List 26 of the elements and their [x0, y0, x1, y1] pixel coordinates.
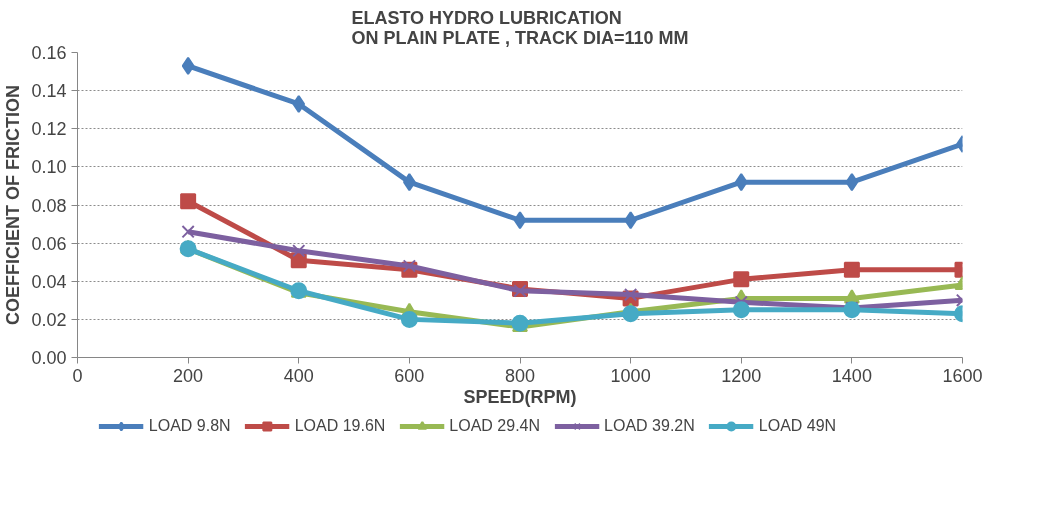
y-axis-title: COEFFICIENT OF FRICTION	[3, 84, 24, 325]
legend-label: LOAD 19.6N	[294, 417, 386, 435]
y-tick-label: 0.16	[31, 43, 67, 63]
x-axis-title: SPEED(RPM)	[463, 386, 577, 407]
y-tick-label: 0.04	[31, 271, 67, 292]
x-tick-label: 1200	[721, 365, 762, 386]
legend-label: LOAD 39.2N	[604, 417, 695, 435]
x-tick-label: 1600	[942, 365, 983, 386]
y-tick-label: 0.14	[31, 81, 67, 102]
y-tick-label: 0.08	[31, 195, 67, 216]
x-tick-label: 800	[504, 365, 536, 386]
x-tick-label: 1400	[831, 365, 872, 386]
legend-label: LOAD 29.4N	[449, 417, 541, 435]
y-tick-label: 0.12	[31, 119, 67, 140]
y-tick-label: 0.10	[31, 157, 67, 178]
x-tick-label: 0	[72, 365, 83, 386]
x-tick-label: 1000	[610, 365, 651, 386]
x-tick-label: 200	[173, 365, 204, 386]
y-tick-label: 0.02	[31, 309, 67, 330]
legend-label: LOAD 9.8N	[148, 417, 231, 435]
x-tick-label: 600	[394, 365, 425, 386]
chart-title: ELASTO HYDRO LUBRICATION ON PLAIN PLATE , TRACK DIA=110 MM	[351, 7, 689, 48]
y-tick-label: 0.06	[31, 233, 67, 254]
y-tick-label: 0.00	[31, 348, 67, 368]
legend-label: LOAD 49N	[758, 417, 837, 435]
x-tick-label: 400	[283, 365, 314, 386]
